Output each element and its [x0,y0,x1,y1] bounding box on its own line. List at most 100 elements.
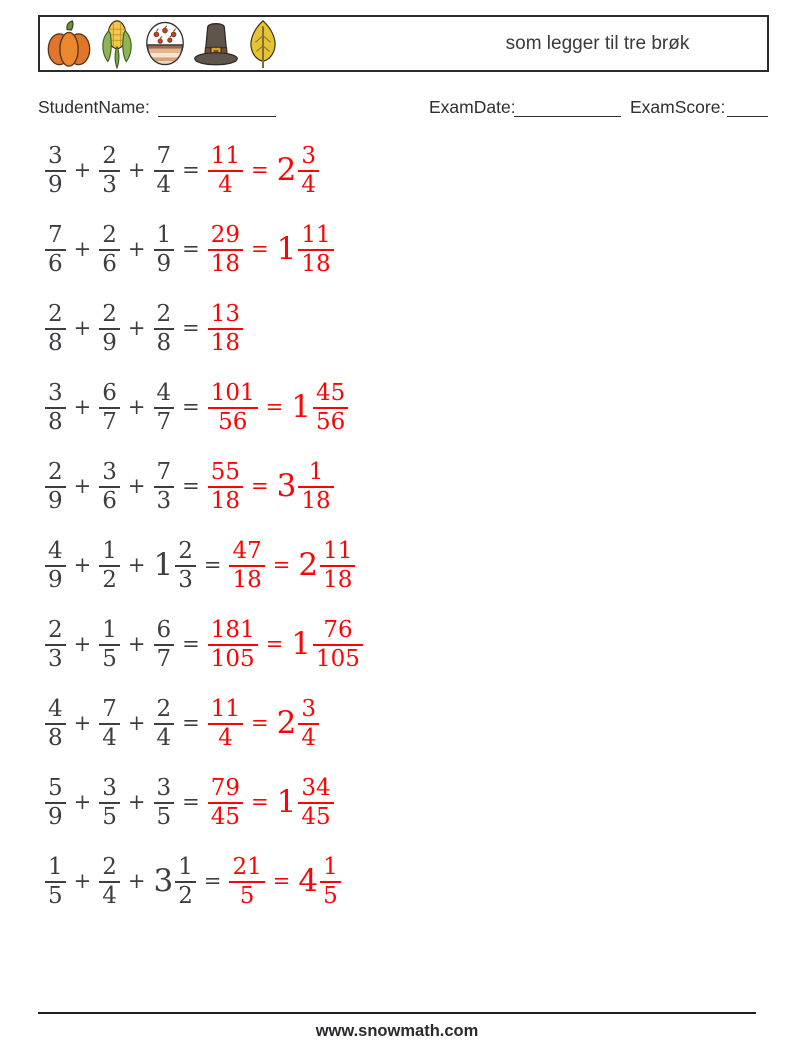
fraction-numerator: 47 [232,538,262,564]
term-whole-number: 1 [153,546,174,583]
fraction-denominator: 9 [102,330,117,356]
answer-fraction: 47 18 [229,538,265,594]
plus-operator: + [127,316,146,340]
fraction-bar [99,723,120,725]
fraction-bar [99,881,120,883]
term-whole-number: 3 [153,862,174,899]
fraction-bar [207,407,258,409]
fraction-denominator: 18 [323,567,353,593]
equals-operator: = [203,553,222,577]
equals-operator: = [182,790,200,814]
fraction-numerator: 34 [301,775,331,801]
fraction-denominator: 8 [48,330,63,356]
fraction-bar [45,802,66,804]
answer-whole-number: 1 [276,783,297,820]
equals-operator: = [272,553,291,577]
fraction-numerator: 6 [102,380,117,406]
plus-operator: + [127,790,146,814]
fraction-bar [99,328,120,330]
fraction-denominator: 5 [323,883,338,909]
fraction-bar [313,644,363,646]
plus-operator: + [127,237,146,261]
plus-operator: + [73,711,92,735]
equals-operator: = [251,237,269,261]
header-box: som legger til tre brøk [38,15,769,72]
fraction-denominator: 9 [48,804,63,830]
fraction-bar [175,881,196,883]
fraction-numerator: 2 [156,301,172,327]
answer-mixed-fraction: 1 18 [298,459,334,515]
equals-operator: = [182,711,200,735]
answer-whole-number: 2 [298,546,319,583]
plus-operator: + [127,395,146,419]
answer-fraction: 11 4 [207,143,244,199]
problem-row: 7 6 +2 6 +1 9 = 29 18 = 1 11 18 [45,221,765,279]
problem-row: 2 9 +3 6 +7 3 = 55 18 = 3 1 18 [45,458,765,516]
fraction-numerator: 7 [48,222,63,248]
answer-fraction: 79 45 [207,775,244,831]
fraction-denominator: 5 [102,646,117,672]
exam-score-label: ExamScore: [630,97,726,117]
fraction-numerator: 79 [210,775,241,801]
fraction-denominator: 5 [102,804,117,830]
fraction-denominator: 18 [232,567,262,593]
fraction-denominator: 3 [48,646,63,672]
fraction-denominator: 3 [102,172,117,198]
fraction-numerator: 2 [48,617,63,643]
fraction-bar [99,486,120,488]
fraction-numerator: 7 [102,696,117,722]
fraction-numerator: 181 [210,617,255,643]
fraction-bar [99,644,120,646]
answer-fraction: 101 56 [207,380,258,436]
answer-mixed-fraction: 34 45 [298,775,334,831]
fraction-numerator: 5 [48,775,63,801]
answer-whole-number: 2 [276,704,297,741]
fraction-numerator: 2 [178,538,193,564]
fraction-numerator: 1 [308,459,324,485]
problem-row: 3 8 +6 7 +4 7 = 101 56 = 1 45 56 [45,379,765,437]
answer-mixed-fraction: 11 18 [298,222,334,278]
fraction-bar [320,565,356,567]
fraction-numerator: 29 [210,222,241,248]
fraction-bar [45,486,66,488]
answer-whole-number: 2 [276,151,297,188]
answer-fraction: 55 18 [207,459,244,515]
answer-mixed-fraction: 45 56 [313,380,349,436]
fraction-denominator: 4 [301,172,317,198]
fraction-numerator: 2 [102,222,117,248]
fraction-bar [298,170,320,172]
answer-mixed-fraction: 11 18 [320,538,356,594]
answer-whole-number: 4 [298,862,319,899]
fraction-denominator: 6 [102,251,117,277]
fraction-numerator: 2 [102,854,117,880]
fraction-numerator: 13 [210,301,241,327]
fraction-bar [45,644,66,646]
fraction-numerator: 3 [48,143,63,169]
fraction-bar [153,486,175,488]
fraction-numerator: 2 [156,696,172,722]
fraction-numerator: 3 [102,459,117,485]
exam-score-blank-line [727,94,768,117]
fraction-denominator: 8 [48,725,63,751]
fraction-numerator: 1 [323,854,338,880]
equals-operator: = [182,395,200,419]
